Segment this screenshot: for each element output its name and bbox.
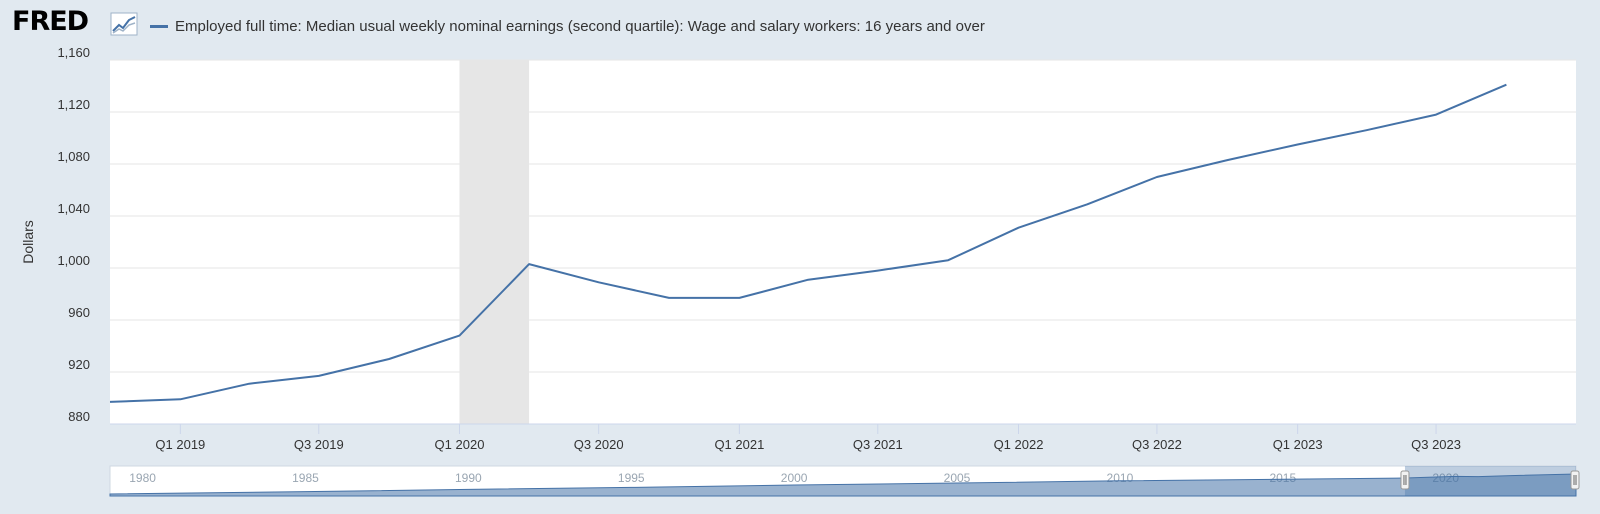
- x-tick-label: Q3 2023: [1411, 437, 1461, 452]
- x-tick-label: Q1 2022: [994, 437, 1044, 452]
- y-axis-label: Dollars: [20, 220, 36, 264]
- navigator-area: [109, 473, 1577, 497]
- navigator-label: 1995: [618, 471, 645, 485]
- y-tick-label: 1,000: [57, 253, 90, 268]
- y-tick-label: 1,160: [57, 45, 90, 60]
- x-axis-ticks: Q1 2019 Q3 2019 Q1 2020 Q3 2020 Q1 2021 Q3 20…: [155, 424, 1461, 452]
- line-chart-icon: [110, 12, 138, 36]
- navigator-handle-right[interactable]: [1570, 470, 1580, 490]
- y-tick-label: 1,040: [57, 201, 90, 216]
- legend-series-name: Employed full time: Median usual weekly …: [175, 17, 985, 35]
- y-tick-label: 1,120: [57, 97, 90, 112]
- navigator-label: 2000: [781, 471, 808, 485]
- recession-band: [459, 60, 530, 424]
- navigator-series: [109, 473, 1577, 497]
- fred-logo[interactable]: FRED: [12, 6, 89, 37]
- x-tick-label: Q3 2021: [853, 437, 903, 452]
- series: [109, 83, 1507, 403]
- legend-swatch: [150, 24, 168, 28]
- recession-bands: [459, 60, 530, 424]
- x-tick-label: Q1 2019: [155, 437, 205, 452]
- x-tick-label: Q3 2022: [1132, 437, 1182, 452]
- navigator-label: 2005: [944, 471, 971, 485]
- plot-background: [110, 60, 1576, 424]
- navigator[interactable]: 198019851990199520002005201020152020: [109, 465, 1580, 497]
- x-tick-label: Q3 2020: [574, 437, 624, 452]
- navigator-selection[interactable]: [1400, 466, 1580, 496]
- navigator-label: 1985: [292, 471, 319, 485]
- navigator-label: 1980: [129, 471, 156, 485]
- y-axis-ticks: 880 920 960 1,000 1,040 1,080 1,120 1,160: [57, 45, 90, 424]
- y-tick-label: 920: [68, 357, 90, 372]
- navigator-selected-range[interactable]: [1404, 466, 1576, 496]
- x-tick-label: Q1 2021: [714, 437, 764, 452]
- x-tick-label: Q1 2020: [435, 437, 485, 452]
- legend[interactable]: Employed full time: Median usual weekly …: [150, 16, 985, 36]
- series-line: [109, 83, 1507, 403]
- y-tick-label: 880: [68, 409, 90, 424]
- y-tick-label: 1,080: [57, 149, 90, 164]
- x-tick-label: Q1 2023: [1273, 437, 1323, 452]
- y-tick-label: 960: [68, 305, 90, 320]
- x-tick-label: Q3 2019: [294, 437, 344, 452]
- navigator-handle-left[interactable]: [1400, 470, 1410, 490]
- gridlines: [110, 59, 1576, 425]
- header: FRED Employed full time: Median usual we…: [0, 0, 1600, 52]
- navigator-label: 1990: [455, 471, 482, 485]
